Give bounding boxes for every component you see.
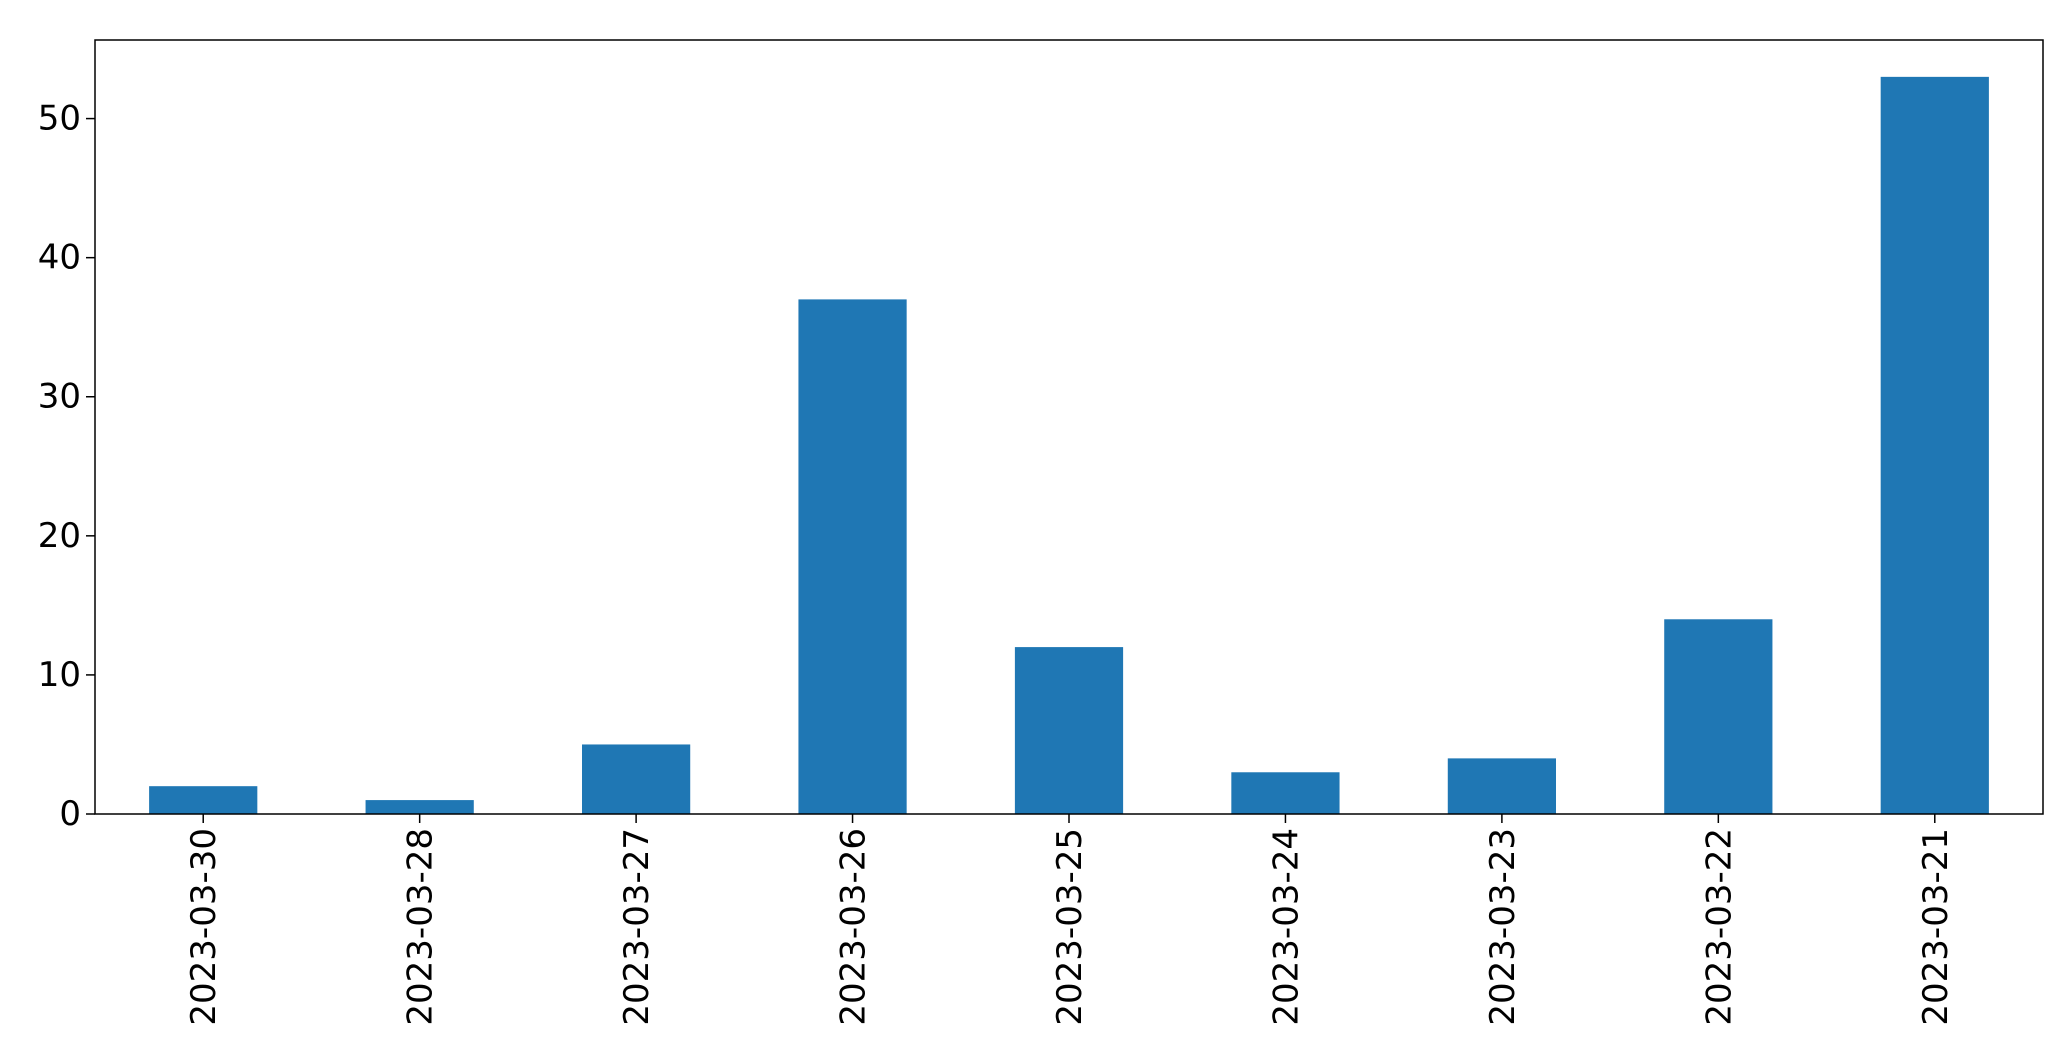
- bar-2023-03-24: [1231, 772, 1340, 814]
- bar-2023-03-27: [582, 744, 691, 814]
- y-tick-label: 50: [38, 99, 81, 139]
- x-tick-label: 2023-03-26: [834, 828, 874, 1026]
- x-axis-ticks: 2023-03-30 2023-03-28 2023-03-27 2023-03-26…: [184, 814, 1956, 1026]
- x-tick-label: 2023-03-22: [1699, 828, 1739, 1026]
- x-tick-label: 2023-03-23: [1483, 828, 1523, 1026]
- y-tick-label: 30: [38, 377, 81, 417]
- y-tick-label: 10: [38, 655, 81, 695]
- bar-2023-03-28: [365, 800, 474, 814]
- bar-2023-03-26: [798, 299, 907, 814]
- x-tick-label: 2023-03-24: [1266, 828, 1306, 1026]
- x-tick-label: 2023-03-21: [1916, 828, 1956, 1026]
- x-tick-label: 2023-03-28: [401, 828, 441, 1026]
- x-tick-label: 2023-03-27: [617, 828, 657, 1026]
- bar-series: [149, 76, 1989, 815]
- bar-2023-03-30: [149, 786, 258, 814]
- y-tick-label: 20: [38, 516, 81, 556]
- plot-frame: [94, 39, 2044, 815]
- y-axis-ticks: 0 10 20 30 40 50: [38, 99, 95, 834]
- x-tick-label: 2023-03-25: [1050, 828, 1090, 1026]
- y-tick-label: 0: [59, 794, 81, 834]
- bar-2023-03-21: [1880, 76, 1989, 815]
- bar-2023-03-25: [1014, 647, 1124, 814]
- y-tick-label: 40: [38, 238, 81, 278]
- bar-2023-03-22: [1664, 619, 1773, 814]
- x-tick-label: 2023-03-30: [184, 828, 224, 1026]
- bar-2023-03-23: [1447, 758, 1556, 814]
